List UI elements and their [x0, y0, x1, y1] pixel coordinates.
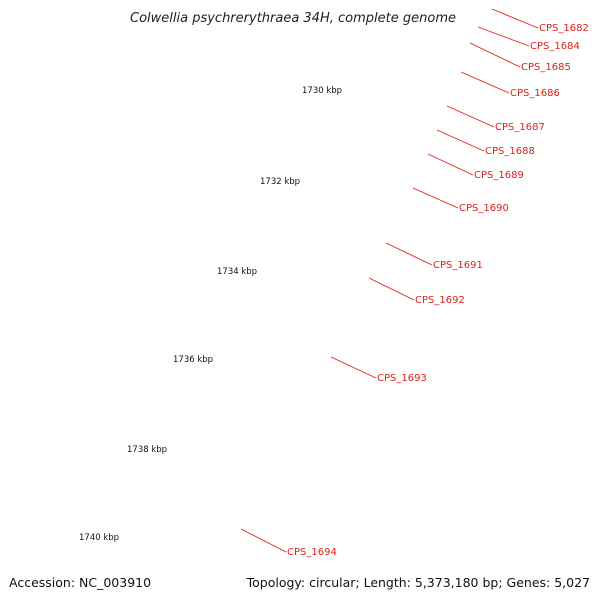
scale-label-1732: 1732 kbp [260, 177, 300, 187]
gene-label-cps-1686: CPS_1686 [510, 88, 560, 99]
gene-label-cps-1685: CPS_1685 [521, 62, 571, 73]
gene-label-cps-1692: CPS_1692 [415, 295, 465, 306]
leader-line-cps-1694 [240, 528, 287, 553]
gene-label-cps-1687: CPS_1687 [495, 122, 545, 133]
leader-line-cps-1689 [427, 153, 474, 176]
label-leader-lines [240, 8, 539, 553]
gene-label-cps-1690: CPS_1690 [459, 203, 509, 214]
scale-label-1736: 1736 kbp [173, 355, 213, 365]
leader-line-cps-1690 [412, 187, 459, 209]
scale-label-1730: 1730 kbp [302, 86, 342, 96]
leader-line-cps-1693 [330, 356, 377, 379]
scale-label-1734: 1734 kbp [217, 267, 257, 277]
leader-line-cps-1684 [477, 26, 530, 47]
gene-label-cps-1689: CPS_1689 [474, 170, 524, 181]
leader-line-cps-1682 [491, 8, 539, 29]
gene-label-cps-1682: CPS_1682 [539, 23, 589, 34]
gene-label-cps-1684: CPS_1684 [530, 41, 580, 52]
leader-line-cps-1686 [460, 71, 510, 94]
gene-label-cps-1691: CPS_1691 [433, 260, 483, 271]
map-title: Colwellia psychrerythraea 34H, complete … [130, 11, 456, 26]
scale-label-1738: 1738 kbp [127, 445, 167, 455]
leader-line-cps-1688 [436, 129, 485, 152]
gene-label-cps-1693: CPS_1693 [377, 373, 427, 384]
leader-line-cps-1692 [368, 277, 415, 301]
leader-line-cps-1687 [446, 105, 495, 128]
leader-line-cps-1691 [385, 242, 433, 266]
gene-label-cps-1694: CPS_1694 [287, 547, 337, 558]
leader-line-cps-1685 [469, 42, 521, 68]
scale-label-1740: 1740 kbp [79, 533, 119, 543]
gene-label-cps-1688: CPS_1688 [485, 146, 535, 157]
accession-label: Accession: NC_003910 [9, 575, 151, 590]
genome-summary: Topology: circular; Length: 5,373,180 bp… [246, 575, 590, 590]
